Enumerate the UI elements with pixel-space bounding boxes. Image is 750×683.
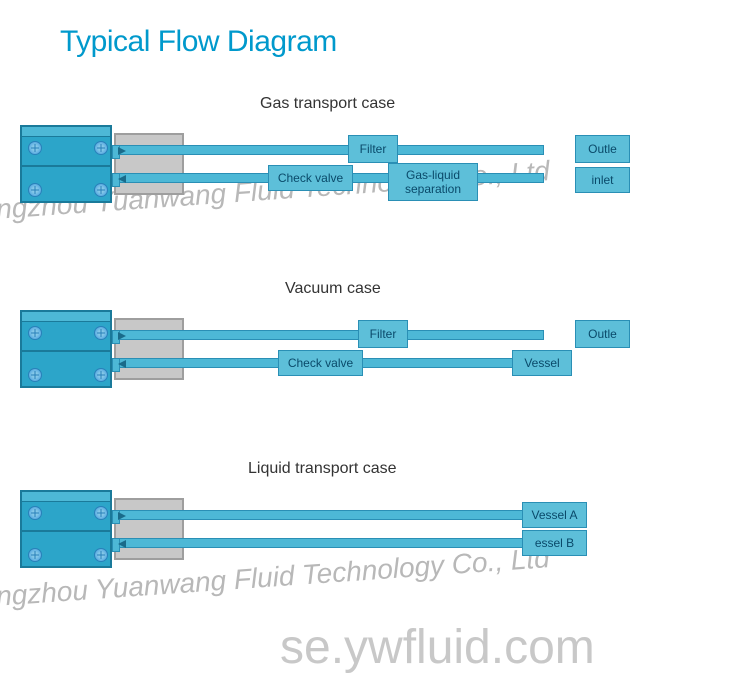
screw-icon <box>28 548 42 562</box>
screw-icon <box>28 506 42 520</box>
flow-arrow-icon <box>118 512 126 520</box>
flow-component: Vessel A <box>522 502 587 528</box>
screw-icon <box>28 368 42 382</box>
flow-arrow-icon <box>118 147 126 155</box>
screw-icon <box>94 506 108 520</box>
screw-icon <box>94 141 108 155</box>
flow-arrow-icon <box>118 332 126 340</box>
screw-icon <box>94 548 108 562</box>
case-subtitle: Liquid transport case <box>248 460 397 478</box>
flow-diagram: Vessel Aessel B <box>10 490 740 580</box>
case-subtitle: Vacuum case <box>285 280 381 298</box>
screw-icon <box>28 183 42 197</box>
screw-icon <box>94 326 108 340</box>
flow-arrow-icon <box>118 360 126 368</box>
pump-body <box>20 125 112 203</box>
flow-arrow-icon <box>118 540 126 548</box>
screw-icon <box>94 183 108 197</box>
pump-motor <box>114 318 184 380</box>
flow-pipe <box>114 145 544 155</box>
flow-component: Filter <box>348 135 398 163</box>
watermark-site: se.ywfluid.com <box>280 620 595 675</box>
flow-component: Vessel <box>512 350 572 376</box>
case-subtitle: Gas transport case <box>260 95 395 113</box>
pump-body <box>20 490 112 568</box>
flow-component: Check valve <box>278 350 363 376</box>
flow-arrow-icon <box>118 175 126 183</box>
flow-diagram: Filter Outle Check valve Gas-liquid separat… <box>10 125 740 215</box>
screw-icon <box>94 368 108 382</box>
pump-motor <box>114 498 184 560</box>
pump-motor <box>114 133 184 195</box>
flow-component: Filter <box>358 320 408 348</box>
flow-component: Outle <box>575 320 630 348</box>
flow-component: Check valve <box>268 165 353 191</box>
screw-icon <box>28 141 42 155</box>
flow-pipe <box>114 538 524 548</box>
screw-icon <box>28 326 42 340</box>
pump-body <box>20 310 112 388</box>
flow-component: essel B <box>522 530 587 556</box>
flow-component: Gas-liquid separation <box>388 163 478 201</box>
flow-component: inlet <box>575 167 630 193</box>
flow-pipe <box>114 510 524 520</box>
page-title: Typical Flow Diagram <box>60 25 337 59</box>
flow-diagram: Filter Outle Check valve Vessel <box>10 310 740 400</box>
flow-pipe <box>114 330 544 340</box>
flow-component: Outle <box>575 135 630 163</box>
